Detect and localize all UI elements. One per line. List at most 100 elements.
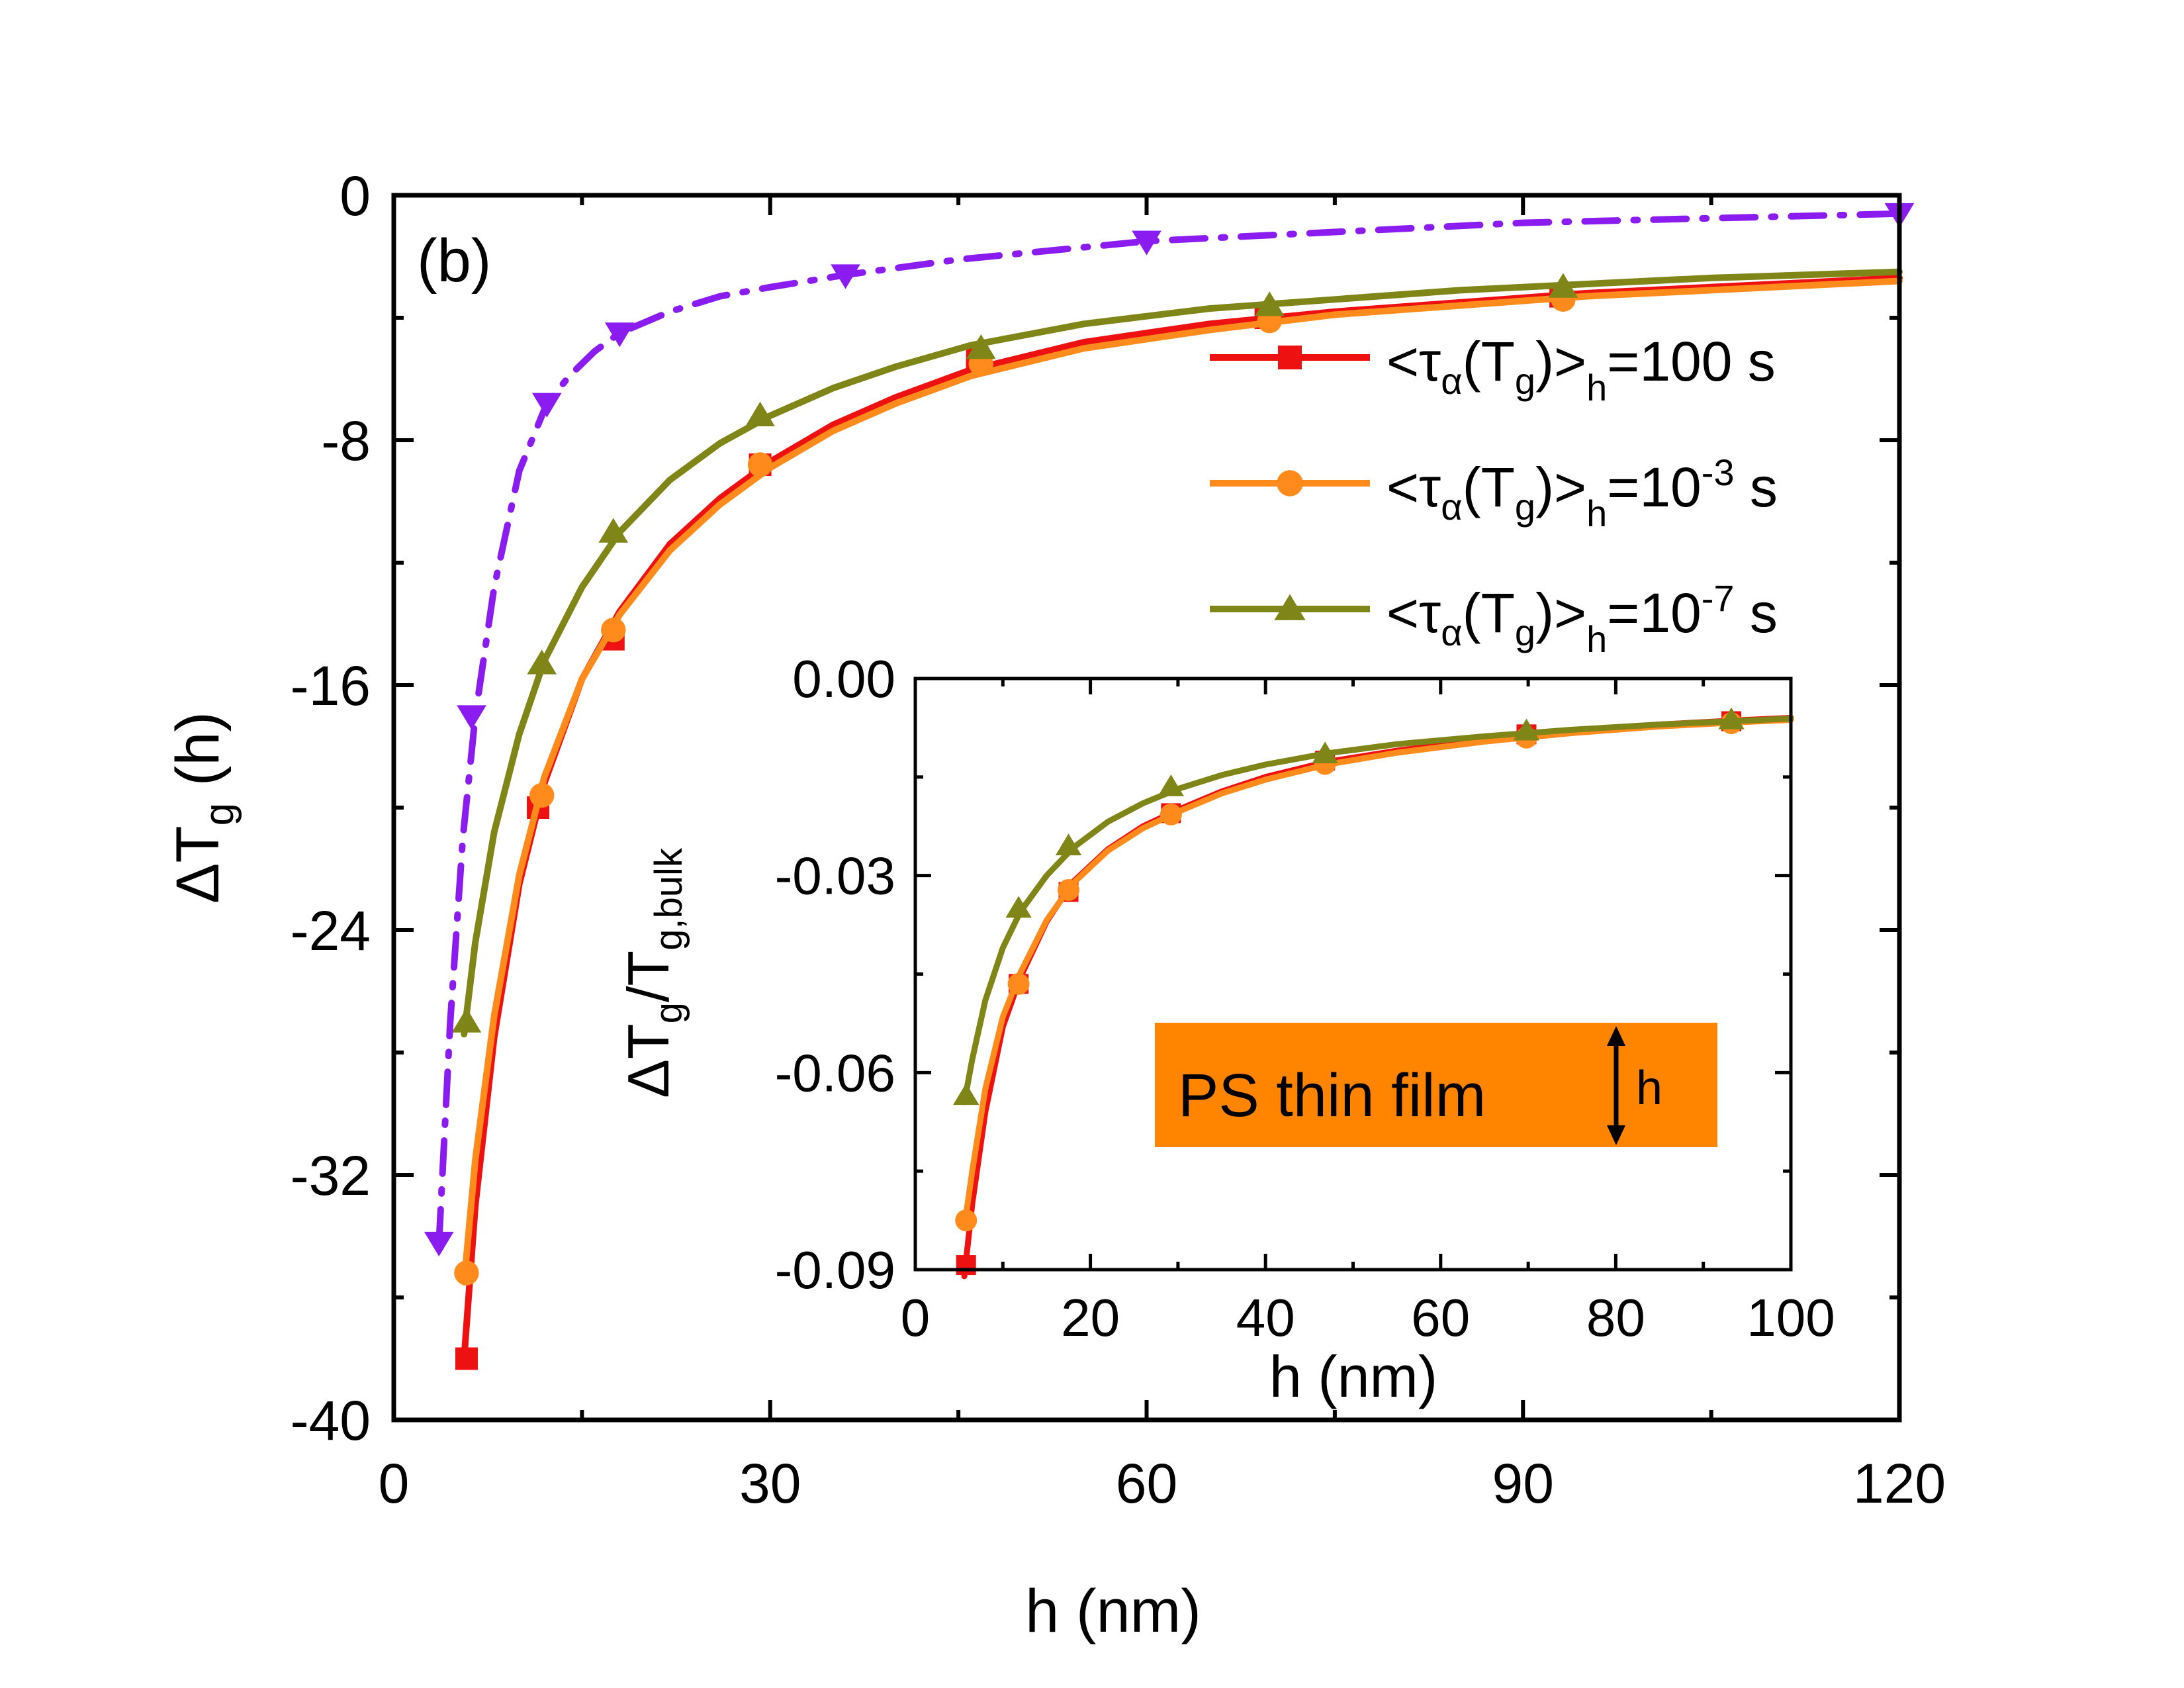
main-y-tick-label: -40: [291, 1389, 371, 1452]
main-series-tg-h-10-7-s-point: [451, 1008, 482, 1033]
inset-series-10-7-s-point: [1513, 718, 1540, 741]
main-y-tick-label: -8: [321, 410, 371, 472]
legend-label-1e-3s-mid: (T: [1463, 456, 1515, 518]
legend-label-1e-3s-sub2: g: [1515, 486, 1535, 528]
main-y-title-delta: ΔT: [164, 825, 232, 904]
main-y-tick-label: 0: [340, 165, 371, 227]
main-series-tg-h-10-7-s-point: [598, 518, 629, 543]
legend-label-100s: <τα(Tg)>h=100 s: [1387, 330, 1776, 408]
main-series-reference-point: [424, 1231, 454, 1256]
legend-label-1e-7s-sub3: h: [1586, 618, 1607, 660]
inset-x-tick-label: 0: [901, 1288, 931, 1347]
thickness-arrow-down-icon: [1607, 1125, 1625, 1145]
legend-label-100s-prefix: <τ: [1387, 330, 1441, 393]
inset-ticks: 0 20 40 60 80 100 0.00 -0.03 -0.06 -0.09: [775, 649, 1835, 1347]
inset-series-10-3-s-point: [1058, 878, 1080, 901]
legend-label-1e-3s-prefix: <τ: [1387, 456, 1441, 518]
legend-label-100s-sub3: h: [1586, 367, 1607, 408]
legend-label-1e-7s-sub1: α: [1441, 612, 1462, 653]
inset-series-10-7-s-point: [1312, 741, 1338, 764]
main-series-reference-point: [531, 393, 562, 418]
legend-swatch-tg-h-10-3-s-marker: [1277, 470, 1303, 496]
inset-x-tick-label: 60: [1411, 1288, 1470, 1347]
legend-label-1e-3s-value: =10: [1607, 456, 1702, 518]
main-y-tick-label: -32: [291, 1145, 371, 1207]
inset-background: [915, 679, 1791, 1270]
main-x-tick-label: 60: [1116, 1452, 1177, 1515]
thin-film-annotation: PS thin film h: [1155, 1023, 1717, 1147]
inset-series-group: [953, 707, 1794, 1280]
legend-label-1e-3s-sub1: α: [1441, 486, 1462, 528]
legend-label-1e-7s-value: =10: [1607, 582, 1702, 644]
inset-series-10-7-s-point: [1005, 896, 1032, 918]
legend-label-1e-7s: <τα(Tg)>h=10-7 s: [1387, 577, 1778, 660]
legend: <τα(Tg)>h=100 s <τα(Tg)>h=10-3 s <τα(Tg)…: [1210, 330, 1778, 660]
inset-y-title-slash: /T: [615, 951, 681, 1002]
legend-label-1e-7s-prefix: <τ: [1387, 582, 1441, 644]
legend-label-100s-mid: (T: [1463, 330, 1515, 393]
legend-label-1e-7s-sub2: g: [1515, 612, 1535, 653]
inset-series-10-7-s-point: [1055, 833, 1082, 856]
main-series-tg-h-100-s-point: [455, 1347, 478, 1370]
legend-label-1e-3s-close: )>: [1535, 456, 1586, 518]
inset-series-10-3-s-point: [1160, 803, 1182, 825]
legend-label-1e-3s: <τα(Tg)>h=10-3 s: [1387, 451, 1778, 534]
main-x-tick-label: 0: [379, 1452, 410, 1515]
inset-x-tick-label: 80: [1586, 1288, 1645, 1347]
inset-x-tick-label: 40: [1236, 1288, 1295, 1347]
main-series-group: [424, 203, 1915, 1370]
inset-y-tick-label: -0.06: [775, 1043, 895, 1102]
inset-series-10-7-s-point: [1158, 774, 1185, 796]
legend-swatch-tg-h-10-7-s-marker: [1274, 594, 1306, 620]
main-series-tg-h-10-3-s-point: [601, 618, 626, 643]
thin-film-label: PS thin film: [1178, 1062, 1486, 1129]
inset-y-title-delta: ΔT: [615, 1023, 681, 1098]
legend-label-100s-sub2: g: [1515, 360, 1535, 402]
inset-y-title-sub1: g: [647, 1002, 690, 1023]
inset-y-title-sub2: g,bulk: [647, 847, 690, 951]
inset-y-tick-label: -0.03: [775, 847, 895, 906]
legend-label-1e-3s-sub3: h: [1586, 492, 1607, 534]
inset-y-axis-title: ΔTg/Tg,bulk: [615, 847, 690, 1098]
main-y-title-rest: (h): [164, 712, 232, 803]
legend-label-100s-value: =100 s: [1607, 330, 1776, 393]
main-series-reference-point: [1132, 230, 1161, 256]
inset-x-axis-title: h (nm): [1269, 1344, 1437, 1409]
main-series-tg-h-10-3-s-point: [529, 782, 555, 808]
legend-label-1e-7s-mid: (T: [1463, 582, 1515, 644]
legend-label-1e-7s-unit: s: [1735, 582, 1778, 644]
main-y-title-sub: g: [197, 803, 242, 825]
inset-series-100-s-point: [956, 1255, 976, 1276]
main-x-axis-title: h (nm): [1025, 1577, 1201, 1645]
main-series-reference-point: [457, 705, 486, 730]
main-series-tg-h-10-7-s-point: [527, 649, 557, 675]
main-series-tg-h-10-7-s-point: [1254, 291, 1285, 316]
main-series-tg-h-10-7-s-line: [461, 268, 1903, 1038]
main-x-tick-label: 120: [1853, 1452, 1946, 1515]
panel-label: (b): [417, 227, 491, 295]
thickness-label: h: [1636, 1062, 1662, 1115]
inset-series-10-7-s-point: [953, 1083, 979, 1105]
main-series-reference-line: [435, 210, 1903, 1246]
main-series-reference-point: [831, 264, 860, 289]
main-series-reference-point: [604, 322, 635, 348]
legend-label-1e-3s-unit: s: [1735, 456, 1778, 518]
legend-swatches: [1210, 346, 1370, 620]
inset-x-tick-label: 20: [1061, 1288, 1120, 1347]
main-series-tg-h-10-3-s-point: [747, 452, 773, 477]
main-x-tick-label: 30: [739, 1452, 801, 1515]
main-y-tick-label: -24: [291, 900, 371, 962]
legend-label-100s-sub1: α: [1441, 360, 1462, 402]
inset-plot: PS thin film h 0 20 40 60 80 100 0.00 -0.03 -0.0…: [615, 649, 1835, 1409]
main-series-tg-h-10-7-s-point: [745, 401, 775, 426]
inset-y-tick-label: -0.09: [775, 1241, 895, 1299]
inset-y-tick-label: 0.00: [792, 649, 895, 708]
legend-label-100s-close: )>: [1535, 330, 1586, 393]
inset-series-10-3-s-point: [955, 1209, 978, 1232]
inset-series-10-7-s-point: [1718, 707, 1745, 729]
thickness-arrow-up-icon: [1607, 1026, 1625, 1046]
main-series-tg-h-10-3-s-line: [461, 277, 1903, 1286]
legend-label-1e-3s-sup: -3: [1702, 451, 1735, 493]
